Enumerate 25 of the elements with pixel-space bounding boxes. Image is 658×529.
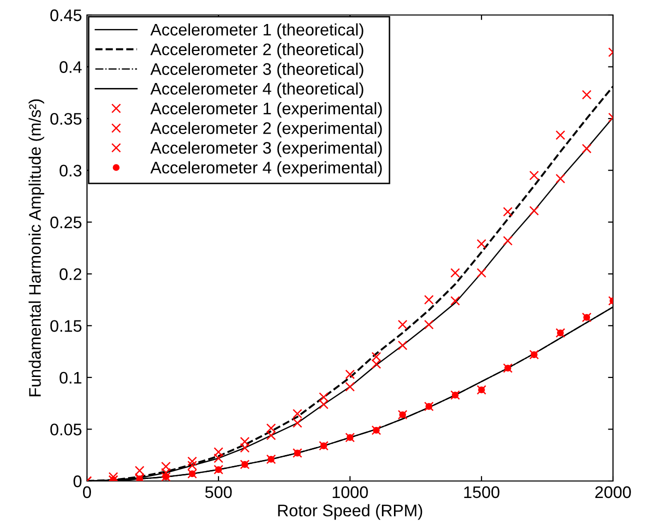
x-tick-label: 0: [83, 486, 91, 498]
y-tick-label: 0.25: [50, 216, 82, 228]
legend-label: Accelerometer 4 (experimental): [150, 161, 382, 177]
y-tick-label: 0.35: [50, 112, 82, 125]
y-tick-label: 0.1: [60, 372, 82, 384]
legend-label: Accelerometer 1 (theoretical): [150, 23, 364, 39]
y-tick-label: 0.2: [60, 268, 82, 280]
y-tick-label: 0.15: [50, 320, 82, 332]
legend-label: Accelerometer 3 (theoretical): [150, 62, 364, 78]
y-tick-label: 0.4: [60, 61, 82, 73]
y-tick-label: 0.3: [60, 164, 82, 177]
x-tick-label: 500: [205, 486, 232, 498]
y-tick-label: 0.45: [50, 9, 82, 22]
x-axis-title: Rotor Speed (RPM): [278, 504, 422, 520]
legend-label: Accelerometer 4 (theoretical): [150, 82, 364, 98]
x-tick-label: 2000: [595, 486, 631, 498]
x-tick-label: 1000: [332, 486, 368, 498]
y-tick-label: 0.05: [50, 424, 82, 436]
legend-label: Accelerometer 3 (experimental): [150, 142, 382, 158]
y-tick-label: 0: [74, 475, 82, 488]
y-axis-title: Fundamental Harmonic Amplitude (m/s²): [28, 99, 44, 396]
legend-label: Accelerometer 1 (experimental): [150, 102, 382, 118]
legend-label: Accelerometer 2 (experimental): [150, 122, 382, 138]
x-tick-label: 1500: [464, 486, 500, 498]
legend-label: Accelerometer 2 (theoretical): [150, 43, 364, 59]
